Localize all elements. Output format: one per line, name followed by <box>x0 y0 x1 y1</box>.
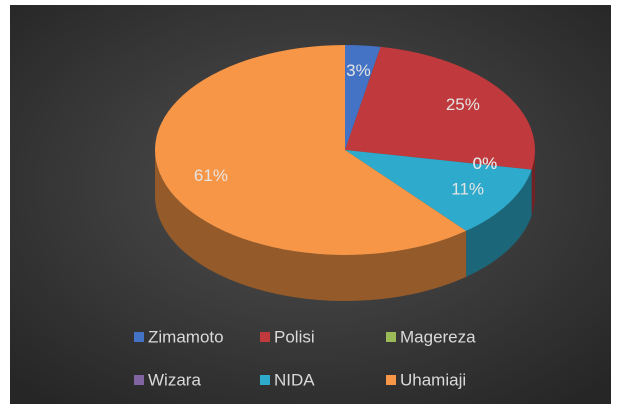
pie-sides <box>155 150 536 302</box>
legend: Zimamoto Polisi Magereza Wizara NIDA Uhamiaji <box>134 327 476 389</box>
pie-side <box>466 169 532 277</box>
legend-label: Magereza <box>400 327 476 346</box>
data-label: 61% <box>194 166 228 185</box>
legend-label: Polisi <box>274 327 315 346</box>
legend-swatch <box>134 375 144 385</box>
legend-swatch <box>134 332 144 342</box>
pie-side <box>155 150 467 302</box>
pie-tops <box>155 45 535 255</box>
data-label: 3% <box>346 61 371 80</box>
data-label: 0% <box>473 154 498 173</box>
legend-label: Zimamoto <box>148 327 224 346</box>
data-label: 25% <box>446 95 480 114</box>
legend-swatch <box>386 332 396 342</box>
data-label: 0% <box>473 154 498 173</box>
pie-slice <box>345 46 535 170</box>
legend-swatch <box>386 375 396 385</box>
legend-label: NIDA <box>274 370 315 389</box>
data-label: 11% <box>451 180 484 199</box>
pie-slice <box>345 45 381 150</box>
legend-swatch <box>260 332 270 342</box>
legend-label: Uhamiaji <box>400 370 466 389</box>
data-labels: 3%25%0%0%11%61% <box>194 61 497 198</box>
pie-side <box>531 150 536 216</box>
pie-slice <box>155 45 467 255</box>
pie-slice <box>345 150 532 231</box>
legend-label: Wizara <box>148 370 201 389</box>
legend-swatch <box>260 375 270 385</box>
